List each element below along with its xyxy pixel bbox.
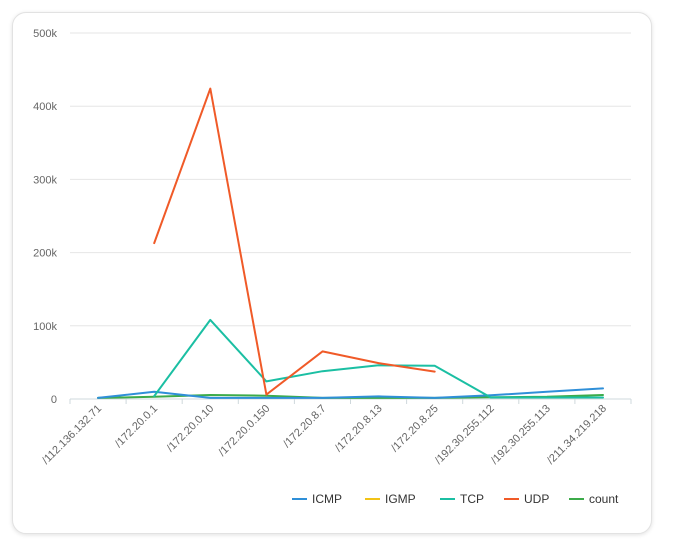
y-tick-label: 300k (33, 174, 57, 186)
x-tick-label: /172.20.0.150 (216, 403, 272, 459)
y-tick-label: 100k (33, 321, 57, 333)
x-tick-label: /172.20.0.10 (165, 403, 217, 455)
x-tick-label: /211.34.219.218 (545, 403, 609, 467)
x-tick-label: /172.20.8.25 (389, 403, 441, 455)
legend-label-igmp: IGMP (385, 492, 416, 506)
x-tick-label: /172.20.8.7 (281, 403, 328, 450)
legend-label-udp: UDP (524, 492, 549, 506)
y-tick-label: 0 (51, 394, 57, 406)
x-tick-label: /192.30.255.112 (433, 403, 497, 467)
x-tick-label: /112.136.132.71 (40, 403, 104, 467)
y-tick-label: 400k (33, 101, 57, 113)
chart-card (12, 12, 652, 534)
x-tick-label: /172.20.0.1 (113, 403, 160, 450)
series-line-udp (153, 87, 436, 396)
y-tick-label: 500k (33, 28, 57, 40)
series-line-icmp (97, 387, 604, 399)
series-line-tcp (153, 318, 604, 399)
legend-label-icmp: ICMP (312, 492, 342, 506)
legend-label-tcp: TCP (460, 492, 484, 506)
x-tick-label: /192.30.255.113 (489, 403, 553, 467)
x-tick-label: /172.20.8.13 (333, 403, 385, 455)
y-tick-label: 200k (33, 248, 57, 260)
legend-label-count: count (589, 492, 619, 506)
